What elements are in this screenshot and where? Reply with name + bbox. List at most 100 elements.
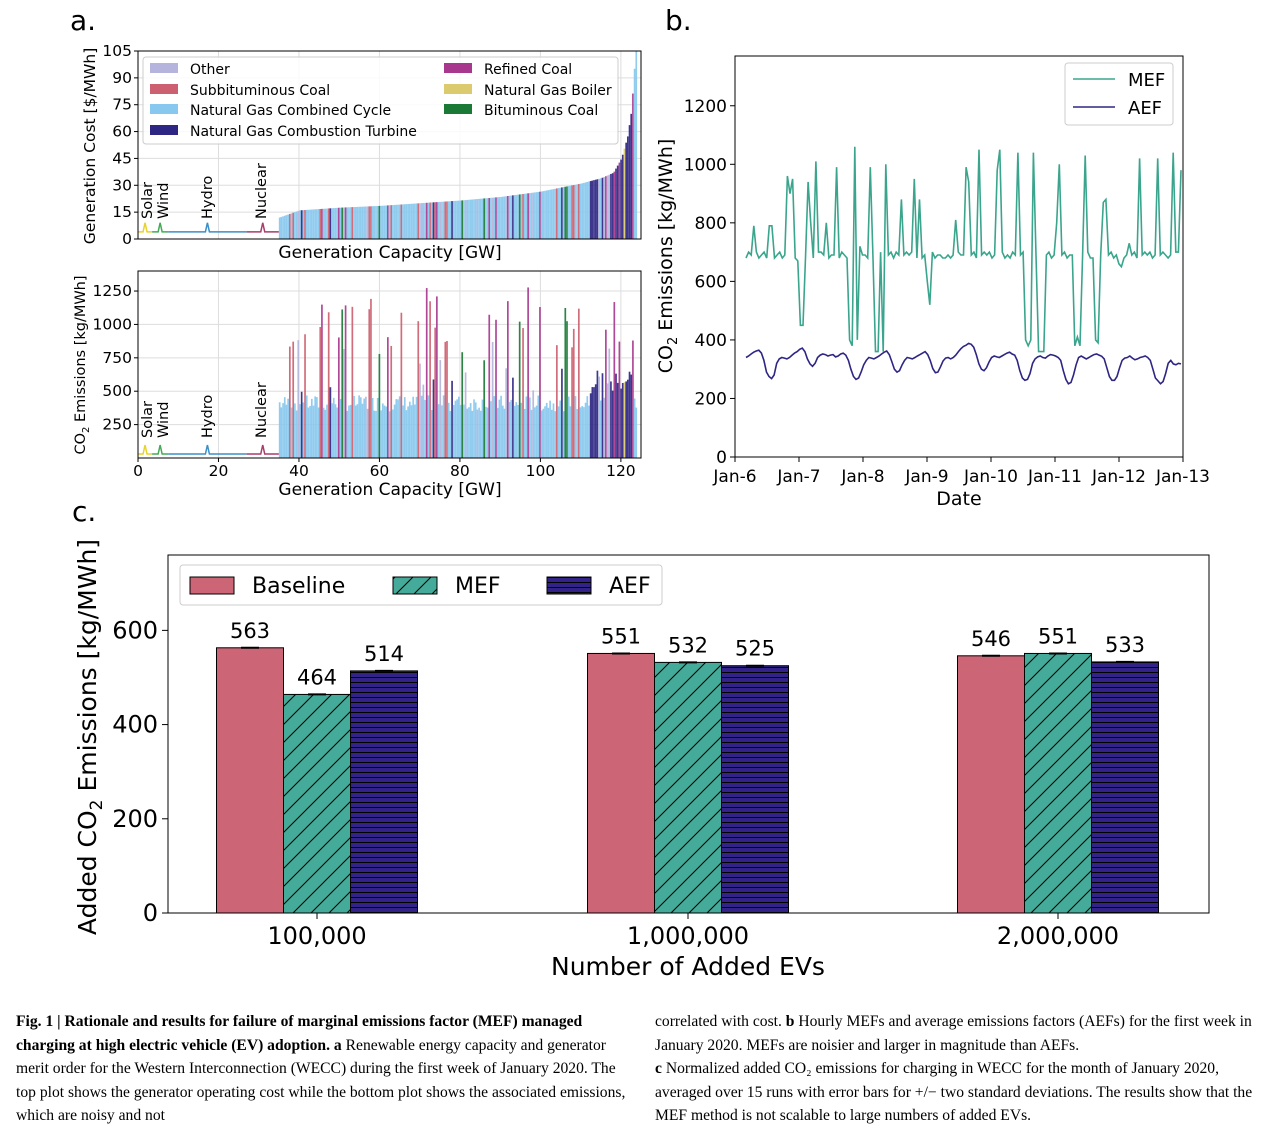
cost-bar — [312, 209, 315, 239]
data-label: 563 — [230, 619, 270, 643]
cost-bar — [562, 187, 565, 239]
cost-bar — [398, 204, 401, 239]
x-axis-label: Generation Capacity [GW] — [278, 480, 501, 500]
emission-bar — [341, 309, 344, 458]
emission-bar — [488, 314, 491, 458]
x-tick-label: Jan-8 — [840, 467, 884, 487]
emission-bar — [305, 395, 308, 458]
emission-bar — [322, 407, 325, 458]
emission-bar — [618, 341, 621, 458]
legend-label: Other — [190, 62, 230, 78]
cost-bar — [434, 202, 437, 239]
emission-bar — [297, 340, 300, 458]
cost-bar — [559, 187, 562, 239]
emission-bar — [388, 411, 391, 458]
y-tick-label: 800 — [695, 214, 727, 234]
cost-bar — [567, 186, 570, 239]
cost-bar — [628, 125, 631, 239]
axis-ticks: 0 200 400 600 800 1000 1200 Jan-6 Jan-7 Jan-8 Jan-… — [684, 97, 1210, 487]
emission-bar — [464, 372, 467, 458]
emission-bar — [625, 381, 627, 458]
emission-bar — [552, 403, 555, 458]
axis-ticks: 0 200 400 600 100,000 1,000,000 2,000,000 — [112, 616, 1119, 950]
emission-bar — [535, 405, 538, 458]
emission-bar — [376, 397, 379, 458]
emission-bar — [400, 312, 403, 458]
cost-bar — [598, 178, 600, 239]
legend-swatch — [444, 63, 472, 73]
emission-bar — [441, 405, 443, 458]
emission-bar — [572, 328, 575, 458]
renewable-nuclear-line — [246, 222, 279, 233]
emission-bar — [434, 327, 437, 458]
data-label: 525 — [735, 637, 775, 661]
emission-bar — [371, 397, 374, 458]
legend-label: Subbituminous Coal — [190, 83, 330, 99]
emission-bar — [481, 399, 484, 458]
cost-bar — [446, 201, 448, 239]
cost-bar — [577, 184, 580, 239]
cost-bar — [412, 203, 415, 239]
emission-bar — [397, 399, 399, 458]
cost-bar — [501, 196, 504, 239]
emission-bar — [486, 407, 489, 458]
cost-bar — [493, 197, 496, 239]
cost-bar — [290, 213, 293, 239]
emission-bar — [608, 348, 611, 458]
emission-bar — [336, 407, 338, 458]
y-tick-label: 0 — [716, 448, 727, 468]
figure: a. b. c. Solar Wind Hydro Nuclear 015304560… — [70, 4, 1210, 981]
cost-bar — [471, 199, 474, 239]
data-label: 546 — [971, 627, 1011, 651]
emission-bar — [559, 400, 562, 458]
renewable-label-wind: Wind — [156, 402, 172, 438]
renewable-label-wind: Wind — [156, 183, 172, 219]
cost-bar — [415, 203, 418, 239]
cost-bar — [542, 191, 545, 239]
caption-text-a: Renewable energy capacity and generator … — [16, 1036, 626, 1125]
cost-bar — [463, 200, 465, 239]
emission-bar — [579, 407, 582, 458]
cost-bar — [430, 202, 433, 239]
emission-bar — [561, 368, 563, 458]
cost-bar — [365, 206, 367, 239]
emission-bar — [490, 401, 492, 458]
cost-bar — [309, 209, 311, 239]
emission-bar — [508, 401, 511, 458]
emission-bar — [427, 395, 430, 458]
emission-bar — [611, 390, 614, 458]
emission-bar — [351, 306, 354, 458]
emission-bar — [447, 402, 450, 458]
emission-bar — [317, 407, 320, 458]
cost-bar — [343, 207, 345, 239]
cost-bar — [424, 202, 426, 239]
emission-bar — [463, 404, 465, 458]
cost-bar — [302, 210, 305, 239]
cost-bar — [464, 200, 467, 239]
emission-bar — [547, 407, 550, 458]
renewable-wind-line — [152, 444, 169, 455]
emission-bar — [606, 383, 609, 458]
cost-bar — [564, 186, 567, 239]
y-tick-label: 0 — [143, 899, 158, 927]
cost-bar — [633, 68, 636, 240]
cost-bar — [405, 204, 408, 239]
cost-bar — [361, 206, 364, 239]
legend-label-aef: AEF — [1128, 98, 1162, 119]
emission-bar — [569, 406, 572, 458]
caption-label-c: c — [655, 1060, 662, 1077]
emission-bar — [457, 396, 460, 458]
emission-bar — [603, 397, 606, 458]
emission-bar — [594, 384, 597, 458]
emission-bar — [491, 341, 494, 458]
cost-bar — [337, 207, 340, 239]
x-tick-label: 2,000,000 — [997, 922, 1119, 950]
cost-bar — [461, 200, 464, 239]
cost-bar — [351, 207, 354, 239]
merit-order-bars — [278, 51, 638, 240]
x-tick-label: 20 — [209, 462, 229, 480]
emission-bar — [349, 404, 352, 458]
y-tick-label: 250 — [102, 416, 132, 434]
cost-bar — [479, 198, 482, 239]
y-tick-label: 600 — [112, 616, 158, 644]
